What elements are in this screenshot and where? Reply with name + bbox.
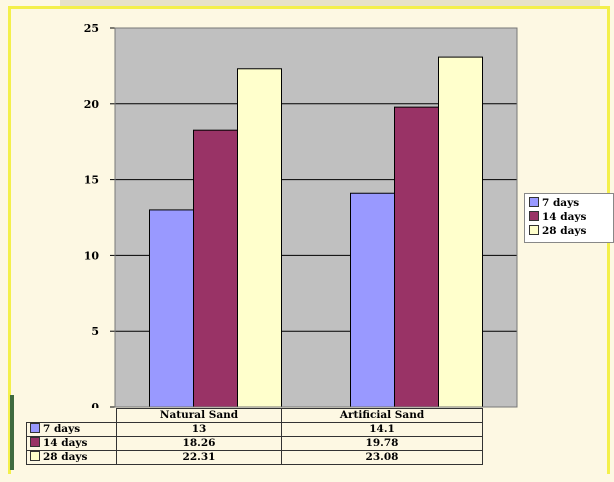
table-row: 7 days 13 14.1 [26,422,483,437]
bar-7-days-artificial-sand [350,192,395,408]
bar-28-days-natural-sand [237,68,282,408]
bar-14-days-natural-sand [193,129,238,408]
swatch-28-days-icon [529,225,539,235]
legend-item-7-days: 7 days [529,196,579,210]
y-tick-label: 5 [91,325,99,338]
bar-28-days-artificial-sand [438,56,483,408]
table-cell: 22.31 [116,450,282,465]
row-label-text: 14 days [43,437,88,449]
plot-border [114,27,518,408]
legend-item-14-days: 14 days [529,210,586,224]
table-row: 14 days 18.26 19.78 [26,436,483,451]
swatch-7-days-icon [30,423,40,433]
y-axis-ticks: 0 5 10 15 20 25 [84,22,115,414]
swatch-28-days-icon [30,451,40,461]
swatch-7-days-icon [529,197,539,207]
table-cell: 23.08 [281,450,483,465]
swatch-14-days-icon [30,437,40,447]
bar-7-days-natural-sand [149,209,194,408]
axes [114,27,518,408]
table-row: 28 days 22.31 23.08 [26,450,483,465]
top-edge-strip [60,0,600,7]
table-header-artificial-sand: Artificial Sand [281,408,483,423]
legend-label: 7 days [542,197,580,209]
legend-item-28-days: 28 days [529,224,586,238]
y-tick-label: 0 [91,401,99,414]
table-cell: 18.26 [116,436,282,451]
table-cell: 13 [116,422,282,437]
data-table: Natural Sand Artificial Sand 7 days 13 1… [26,408,483,465]
table-header-row: Natural Sand Artificial Sand [26,408,483,423]
legend: 7 days 14 days 28 days [524,193,614,243]
y-tick-label: 10 [84,249,100,262]
table-cell: 19.78 [281,436,483,451]
legend-label: 28 days [542,225,587,237]
table-row-label: 7 days [26,422,117,437]
y-tick-label: 15 [84,174,99,187]
table-cell: 14.1 [281,422,483,437]
y-tick-label: 25 [84,22,99,35]
bars [149,56,483,408]
table-row-label: 14 days [26,436,117,451]
y-tick-label: 20 [84,98,100,111]
row-label-text: 7 days [43,423,81,435]
table-corner [26,408,117,423]
left-edge-strip [10,395,14,470]
bar-14-days-artificial-sand [394,106,439,408]
row-label-text: 28 days [43,451,88,463]
table-row-label: 28 days [26,450,117,465]
swatch-14-days-icon [529,211,539,221]
table-header-natural-sand: Natural Sand [116,408,282,423]
legend-label: 14 days [542,211,587,223]
